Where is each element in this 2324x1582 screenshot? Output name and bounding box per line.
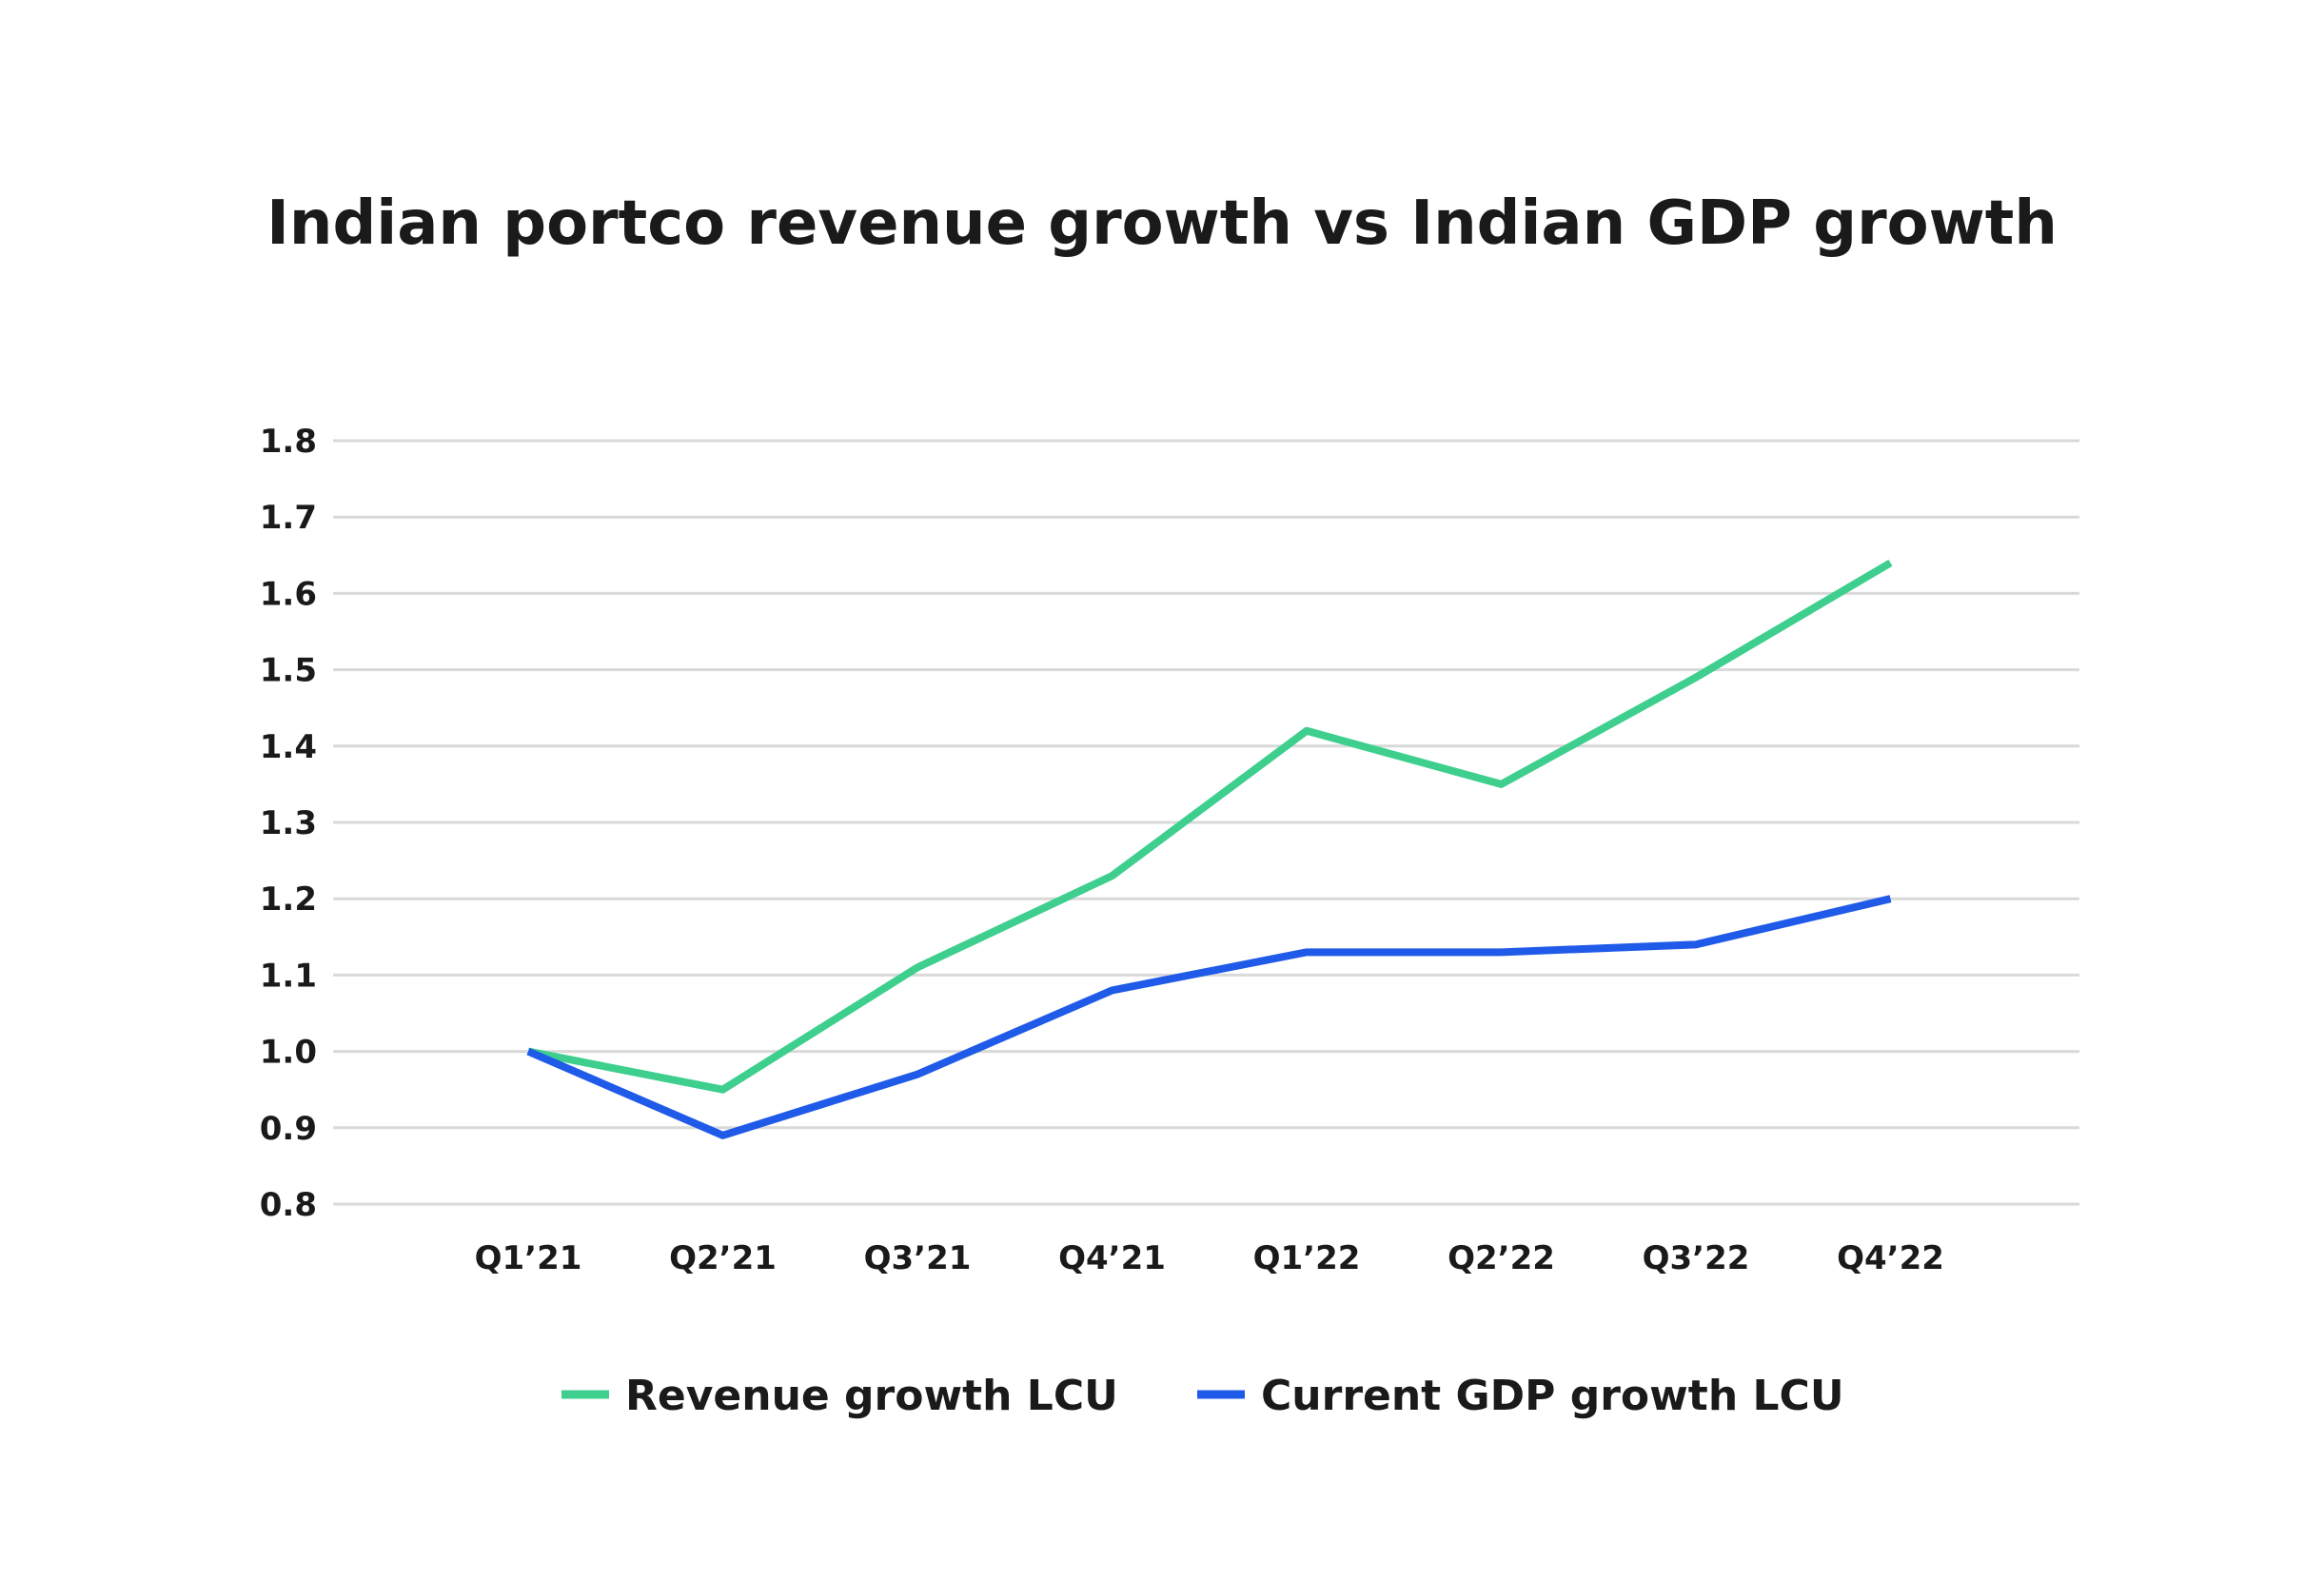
legend-label: Revenue growth LCU [625, 1372, 1118, 1420]
x-tick-label: Q3’21 [864, 1239, 972, 1277]
legend-label: Current GDP growth LCU [1261, 1372, 1844, 1420]
y-tick-label: 1.3 [260, 804, 317, 842]
series-line-gdp [526, 895, 1892, 1139]
series-lines [526, 559, 1893, 1139]
y-tick-label: 1.0 [260, 1034, 317, 1072]
y-tick-label: 1.1 [260, 957, 317, 995]
gridlines [333, 439, 2079, 1206]
y-tick-label: 1.4 [260, 728, 317, 766]
x-tick-label: Q1’21 [475, 1239, 582, 1277]
x-tick-label: Q1’22 [1253, 1239, 1361, 1277]
x-axis-ticks: Q1’21 Q2’21 Q3’21 Q4’21 Q1’22 Q2’22 Q3’22 Q4’22 [475, 1239, 1944, 1277]
x-tick-label: Q3’22 [1643, 1239, 1750, 1277]
x-tick-label: Q4’21 [1058, 1239, 1166, 1277]
legend: Revenue growth LCU Current GDP growth LCU [561, 1372, 1844, 1420]
y-tick-label: 1.2 [260, 880, 317, 919]
y-tick-label: 1.8 [260, 423, 317, 461]
x-tick-label: Q2’21 [669, 1239, 777, 1277]
y-tick-label: 0.9 [260, 1110, 317, 1148]
y-tick-label: 1.7 [260, 499, 317, 537]
y-tick-label: 1.5 [260, 652, 317, 690]
y-axis-ticks: 0.8 0.9 1.0 1.1 1.2 1.3 1.4 1.5 1.6 1.7 1.8 [260, 423, 317, 1224]
y-tick-label: 0.8 [260, 1186, 317, 1224]
x-tick-label: Q2’22 [1448, 1239, 1555, 1277]
y-tick-label: 1.6 [260, 575, 317, 613]
x-tick-label: Q4’22 [1837, 1239, 1944, 1277]
series-line-revenue [527, 559, 1893, 1094]
chart-title: Indian portco revenue growth vs Indian G… [266, 188, 2058, 259]
